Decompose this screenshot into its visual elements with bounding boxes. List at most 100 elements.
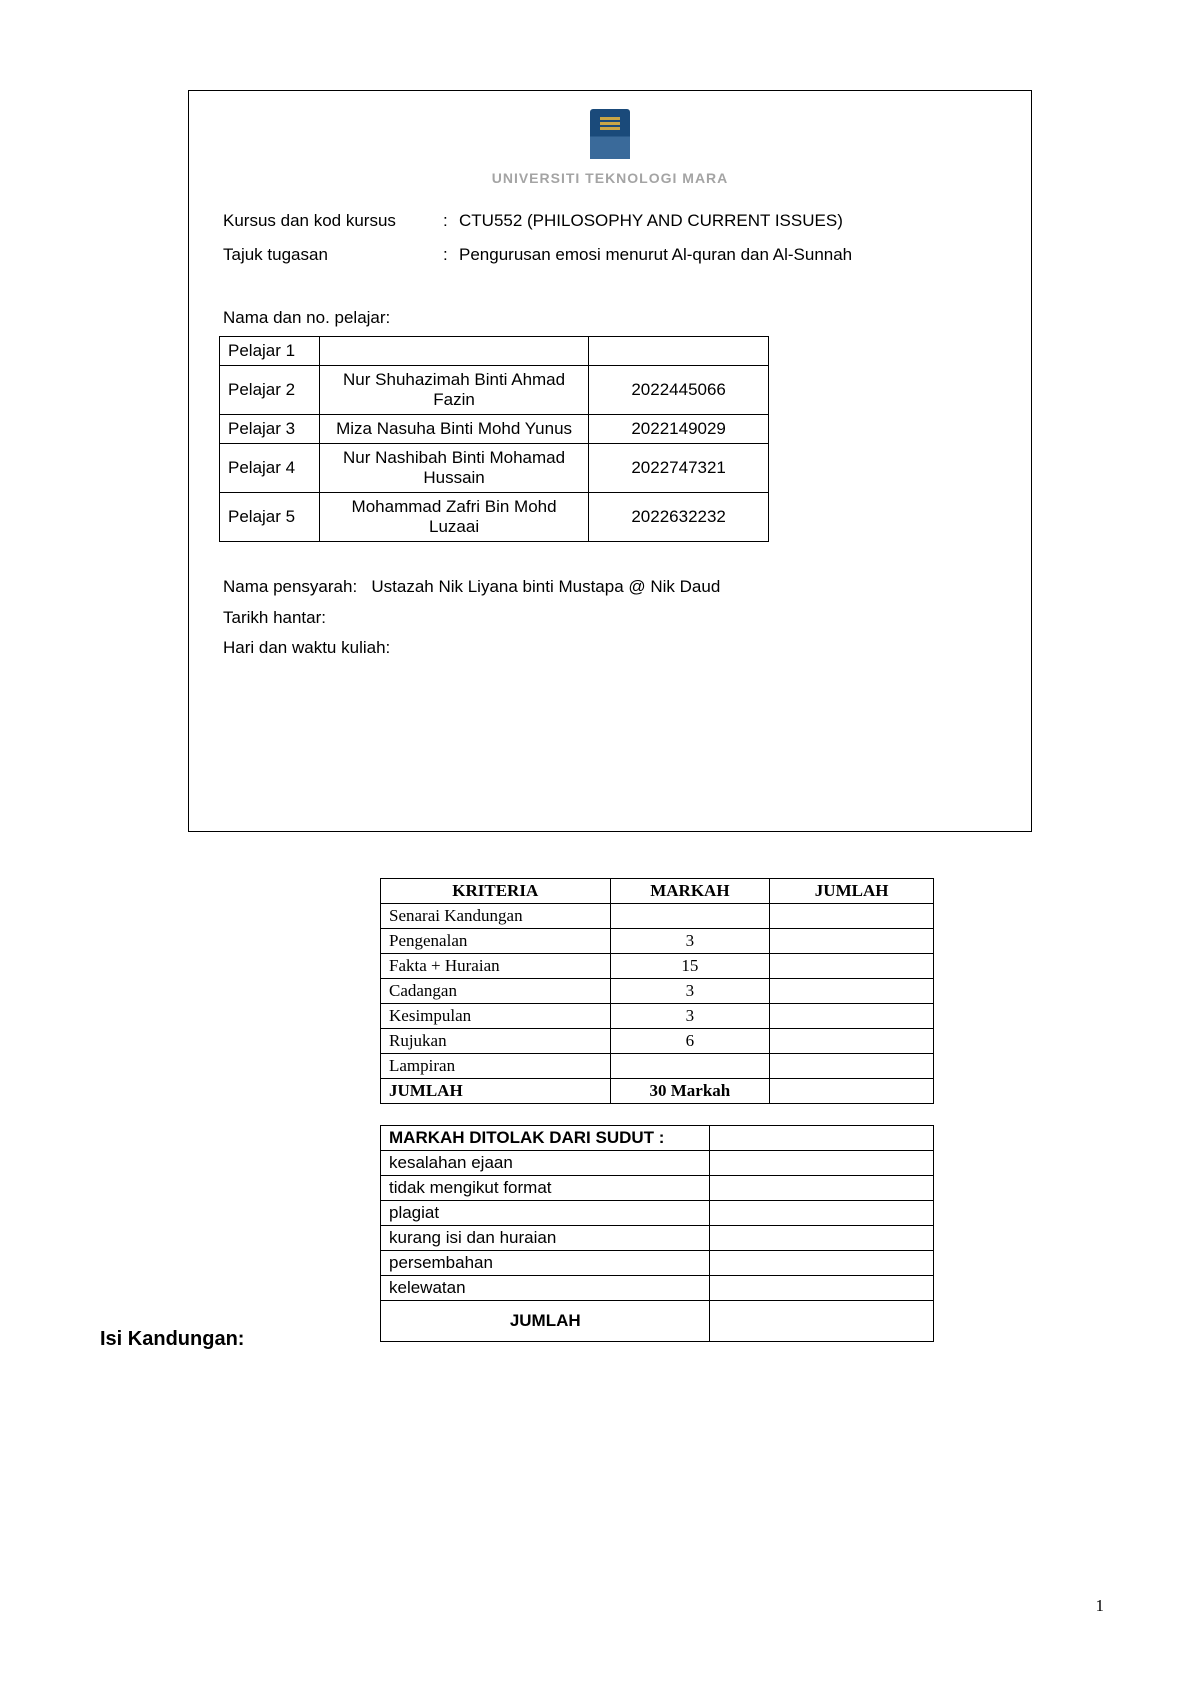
student-table: Pelajar 1Pelajar 2Nur Shuhazimah Binti A… <box>219 336 769 542</box>
criteria-mark <box>610 1054 770 1079</box>
criteria-header-markah: MARKAH <box>610 879 770 904</box>
university-name: UNIVERSITI TEKNOLOGI MARA <box>213 170 1007 186</box>
table-row: kelewatan <box>381 1276 934 1301</box>
lecturer-value: Ustazah Nik Liyana binti Mustapa @ Nik D… <box>371 577 720 596</box>
criteria-total <box>770 954 934 979</box>
criteria-total-row: JUMLAH30 Markah <box>381 1079 934 1104</box>
table-row: Lampiran <box>381 1054 934 1079</box>
criteria-total <box>770 904 934 929</box>
title-row: Tajuk tugasan : Pengurusan emosi menurut… <box>223 238 997 272</box>
criteria-header-row: KRITERIA MARKAH JUMLAH <box>381 879 934 904</box>
deduction-header: MARKAH DITOLAK DARI SUDUT : <box>381 1126 710 1151</box>
table-row: Pelajar 5Mohammad Zafri Bin Mohd Luzaai2… <box>220 493 769 542</box>
deduction-total-row: JUMLAH <box>381 1301 934 1342</box>
student-name <box>319 337 588 366</box>
student-id: 2022747321 <box>589 444 769 493</box>
course-label: Kursus dan kod kursus <box>223 204 443 238</box>
student-label: Pelajar 5 <box>220 493 320 542</box>
criteria-mark: 3 <box>610 979 770 1004</box>
table-row: Pelajar 3Miza Nasuha Binti Mohd Yunus202… <box>220 415 769 444</box>
criteria-total-value <box>770 1079 934 1104</box>
deduction-value <box>710 1201 934 1226</box>
lecturer-row: Nama pensyarah: Ustazah Nik Liyana binti… <box>223 572 1007 603</box>
class-time-label: Hari dan waktu kuliah: <box>223 638 390 657</box>
deduction-header-row: MARKAH DITOLAK DARI SUDUT : <box>381 1126 934 1151</box>
lecturer-label: Nama pensyarah: <box>223 577 357 596</box>
student-label: Pelajar 4 <box>220 444 320 493</box>
deduction-header-empty <box>710 1126 934 1151</box>
table-row: kurang isi dan huraian <box>381 1226 934 1251</box>
deduction-total-value <box>710 1301 934 1342</box>
criteria-name: Senarai Kandungan <box>381 904 611 929</box>
class-time-row: Hari dan waktu kuliah: <box>223 633 1007 664</box>
deduction-name: kurang isi dan huraian <box>381 1226 710 1251</box>
table-row: kesalahan ejaan <box>381 1151 934 1176</box>
table-row: tidak mengikut format <box>381 1176 934 1201</box>
criteria-total <box>770 1029 934 1054</box>
criteria-total <box>770 1054 934 1079</box>
course-value: CTU552 (PHILOSOPHY AND CURRENT ISSUES) <box>459 204 997 238</box>
criteria-total <box>770 1004 934 1029</box>
table-row: Pengenalan3 <box>381 929 934 954</box>
deduction-value <box>710 1226 934 1251</box>
table-row: Senarai Kandungan <box>381 904 934 929</box>
table-row: Pelajar 1 <box>220 337 769 366</box>
table-row: Cadangan3 <box>381 979 934 1004</box>
student-name: Nur Shuhazimah Binti Ahmad Fazin <box>319 366 588 415</box>
content-heading: Isi Kandungan: <box>100 1328 244 1351</box>
criteria-name: Kesimpulan <box>381 1004 611 1029</box>
student-name: Mohammad Zafri Bin Mohd Luzaai <box>319 493 588 542</box>
criteria-name: Lampiran <box>381 1054 611 1079</box>
submission-date-label: Tarikh hantar: <box>223 608 326 627</box>
lecturer-block: Nama pensyarah: Ustazah Nik Liyana binti… <box>213 572 1007 664</box>
table-row: Pelajar 2Nur Shuhazimah Binti Ahmad Fazi… <box>220 366 769 415</box>
deduction-name: kelewatan <box>381 1276 710 1301</box>
document-header-box: UNIVERSITI TEKNOLOGI MARA Kursus dan kod… <box>188 90 1032 832</box>
deduction-total-label: JUMLAH <box>381 1301 710 1342</box>
deduction-name: tidak mengikut format <box>381 1176 710 1201</box>
student-id: 2022149029 <box>589 415 769 444</box>
university-logo-icon <box>590 109 630 159</box>
table-row: Rujukan6 <box>381 1029 934 1054</box>
student-id: 2022632232 <box>589 493 769 542</box>
criteria-mark: 6 <box>610 1029 770 1054</box>
criteria-header-kriteria: KRITERIA <box>381 879 611 904</box>
course-row: Kursus dan kod kursus : CTU552 (PHILOSOP… <box>223 204 997 238</box>
criteria-total-mark: 30 Markah <box>610 1079 770 1104</box>
student-id: 2022445066 <box>589 366 769 415</box>
course-info: Kursus dan kod kursus : CTU552 (PHILOSOP… <box>213 204 1007 272</box>
student-label: Pelajar 3 <box>220 415 320 444</box>
criteria-total <box>770 979 934 1004</box>
deduction-name: kesalahan ejaan <box>381 1151 710 1176</box>
deduction-value <box>710 1276 934 1301</box>
deduction-value <box>710 1251 934 1276</box>
criteria-total-label: JUMLAH <box>381 1079 611 1104</box>
student-label: Pelajar 2 <box>220 366 320 415</box>
table-row: plagiat <box>381 1201 934 1226</box>
title-value: Pengurusan emosi menurut Al-quran dan Al… <box>459 238 997 272</box>
submission-date-row: Tarikh hantar: <box>223 603 1007 634</box>
deduction-name: persembahan <box>381 1251 710 1276</box>
table-row: Pelajar 4Nur Nashibah Binti Mohamad Huss… <box>220 444 769 493</box>
header-block: UNIVERSITI TEKNOLOGI MARA <box>213 109 1007 186</box>
page-number: 1 <box>1096 1596 1105 1616</box>
deduction-value <box>710 1151 934 1176</box>
criteria-name: Cadangan <box>381 979 611 1004</box>
criteria-mark: 3 <box>610 1004 770 1029</box>
criteria-mark: 15 <box>610 954 770 979</box>
colon: : <box>443 204 459 238</box>
criteria-table: KRITERIA MARKAH JUMLAH Senarai Kandungan… <box>380 878 934 1104</box>
deduction-table: MARKAH DITOLAK DARI SUDUT : kesalahan ej… <box>380 1125 934 1342</box>
deduction-value <box>710 1176 934 1201</box>
criteria-total <box>770 929 934 954</box>
table-row: persembahan <box>381 1251 934 1276</box>
criteria-mark <box>610 904 770 929</box>
deduction-name: plagiat <box>381 1201 710 1226</box>
title-label: Tajuk tugasan <box>223 238 443 272</box>
table-row: Fakta + Huraian15 <box>381 954 934 979</box>
student-section-label: Nama dan no. pelajar: <box>223 308 1007 328</box>
criteria-name: Rujukan <box>381 1029 611 1054</box>
criteria-name: Pengenalan <box>381 929 611 954</box>
student-label: Pelajar 1 <box>220 337 320 366</box>
table-row: Kesimpulan3 <box>381 1004 934 1029</box>
